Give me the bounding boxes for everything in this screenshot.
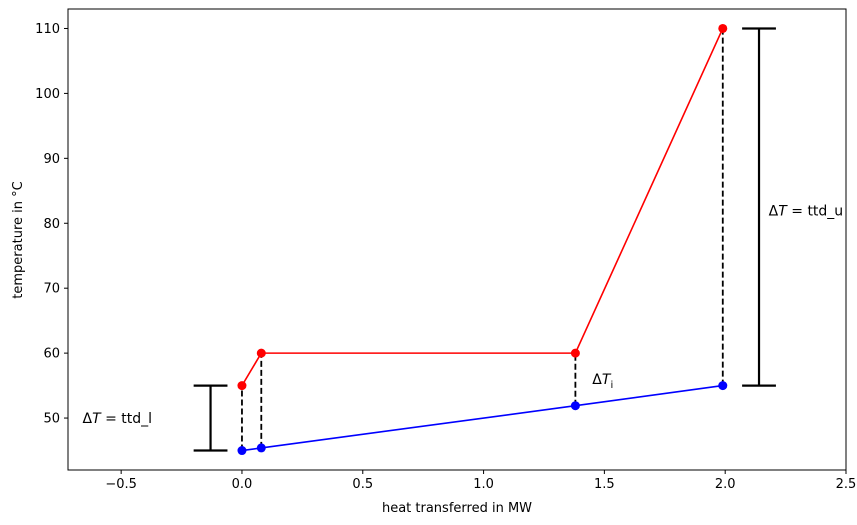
- y-axis-ticks: 50 60 70 80 90 100 110: [35, 22, 68, 427]
- x-axis-label: heat transferred in MW: [382, 501, 532, 516]
- x-axis-ticks: −0.5 0.0 0.5 1.0 1.5 2.0 2.5: [105, 470, 856, 492]
- series-1-point-2: [570, 401, 580, 411]
- x-tick-label-4: 1.5: [594, 477, 615, 492]
- y-tick-label-1: 60: [43, 347, 60, 362]
- x-tick-label-2: 0.5: [352, 477, 373, 492]
- y-axis-label: temperature in °C: [11, 181, 26, 298]
- annotations: ΔT = ttd_l ΔT = ttd_u ΔTi: [82, 203, 843, 427]
- y-tick-label-2: 70: [43, 282, 60, 297]
- series-points: [237, 23, 728, 456]
- series-0-line: [241, 28, 724, 387]
- series-0-point-2: [570, 348, 580, 358]
- annotation-ttd-l: ΔT = ttd_l: [82, 411, 152, 427]
- series-0-point-0: [237, 381, 247, 391]
- series-0-point-3: [718, 23, 728, 33]
- series-1-line: [241, 384, 723, 452]
- series-1-point-3: [718, 381, 728, 391]
- series-1-point-0: [237, 446, 247, 456]
- x-tick-label-1: 0.0: [232, 477, 253, 492]
- y-tick-label-3: 80: [43, 217, 60, 232]
- series-lines: [241, 28, 724, 452]
- series-1-point-1: [256, 443, 266, 453]
- plot-frame: [67, 8, 847, 471]
- x-tick-label-6: 2.5: [836, 477, 857, 492]
- annotation-ttd-u: ΔT = ttd_u: [769, 203, 844, 219]
- y-tick-label-6: 110: [35, 22, 60, 37]
- y-tick-label-4: 90: [43, 152, 60, 167]
- series-0-point-1: [256, 348, 266, 358]
- y-tick-label-5: 100: [35, 87, 60, 102]
- x-tick-label-0: −0.5: [105, 477, 137, 492]
- annotation-delta-ti: ΔTi: [592, 372, 613, 391]
- x-tick-label-5: 2.0: [715, 477, 736, 492]
- error-bars: [193, 27, 776, 452]
- y-tick-label-0: 50: [43, 412, 60, 427]
- dashed-connectors: [241, 28, 724, 451]
- x-tick-label-3: 1.0: [473, 477, 494, 492]
